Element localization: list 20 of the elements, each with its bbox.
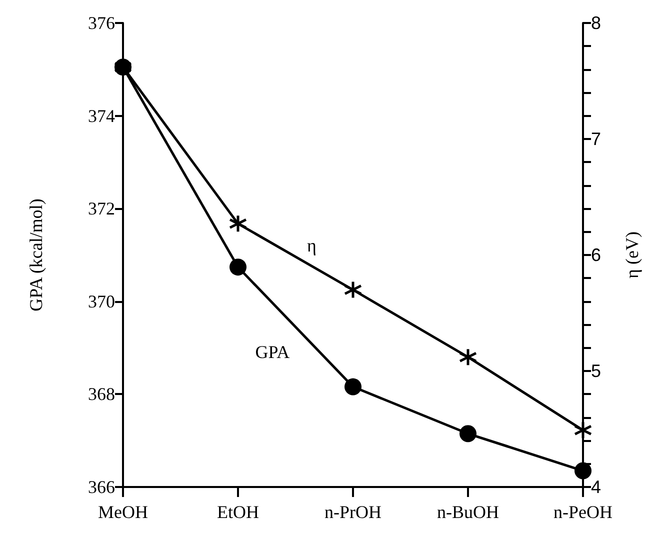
x-tick-label: n-PeOH [554,502,612,522]
y2-tick-label: 7 [591,129,602,149]
y-tick-label: 374 [88,106,115,126]
y2-tick-label: 5 [591,361,602,381]
x-tick-label: MeOH [98,502,148,522]
x-tick-label: n-PrOH [324,502,382,522]
y2-tick-label: 8 [591,13,602,33]
y2-axis-title: η (eV) [622,232,642,278]
y-tick-label: 372 [88,198,115,219]
annotation: η [307,235,316,256]
y-tick-label: 368 [88,384,115,404]
y2-tick-label: 4 [591,477,602,497]
y-tick-label: 376 [88,13,115,33]
x-tick-label: EtOH [217,502,259,522]
x-tick-label: n-BuOH [437,502,499,522]
y-tick-label: 366 [88,477,115,497]
y-tick-label: 370 [88,291,115,312]
y-axis-title: GPA (kcal/mol) [26,198,46,312]
y2-tick-label: 6 [591,245,602,265]
annotation: GPA [255,342,290,362]
